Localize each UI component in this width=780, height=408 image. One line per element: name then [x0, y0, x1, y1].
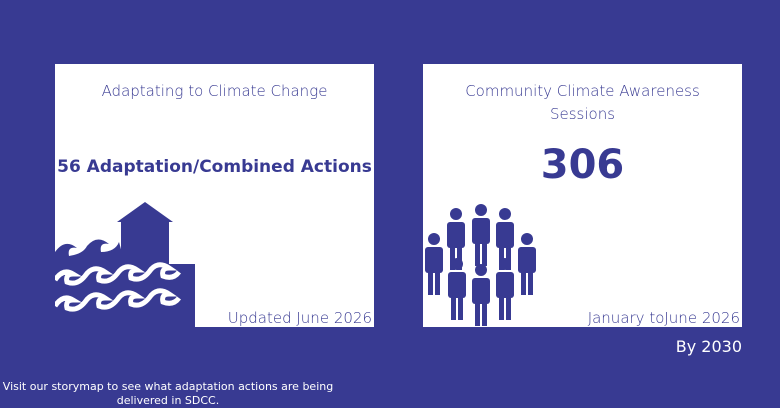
card-value: 306: [540, 142, 625, 188]
card: Community Climate Awareness Sessions 306…: [423, 64, 742, 327]
target-note: By 2030: [675, 337, 742, 356]
flood-icon: [55, 202, 195, 327]
card-footer: Updated June 2026: [227, 309, 372, 327]
card-title: Adaptating to Climate Change: [101, 82, 328, 100]
storymap-note: Visit our storymap to see what adaptatio…: [2, 380, 334, 407]
card: Adaptating to Climate Change 56 Adaptati…: [55, 64, 374, 327]
people-icon: [425, 204, 536, 326]
card-value: 56 Adaptation/Combined Actions: [57, 157, 372, 177]
card-footer: January toJune 2026: [587, 309, 740, 327]
card-title: Community Climate Awareness Sessions: [465, 82, 700, 123]
